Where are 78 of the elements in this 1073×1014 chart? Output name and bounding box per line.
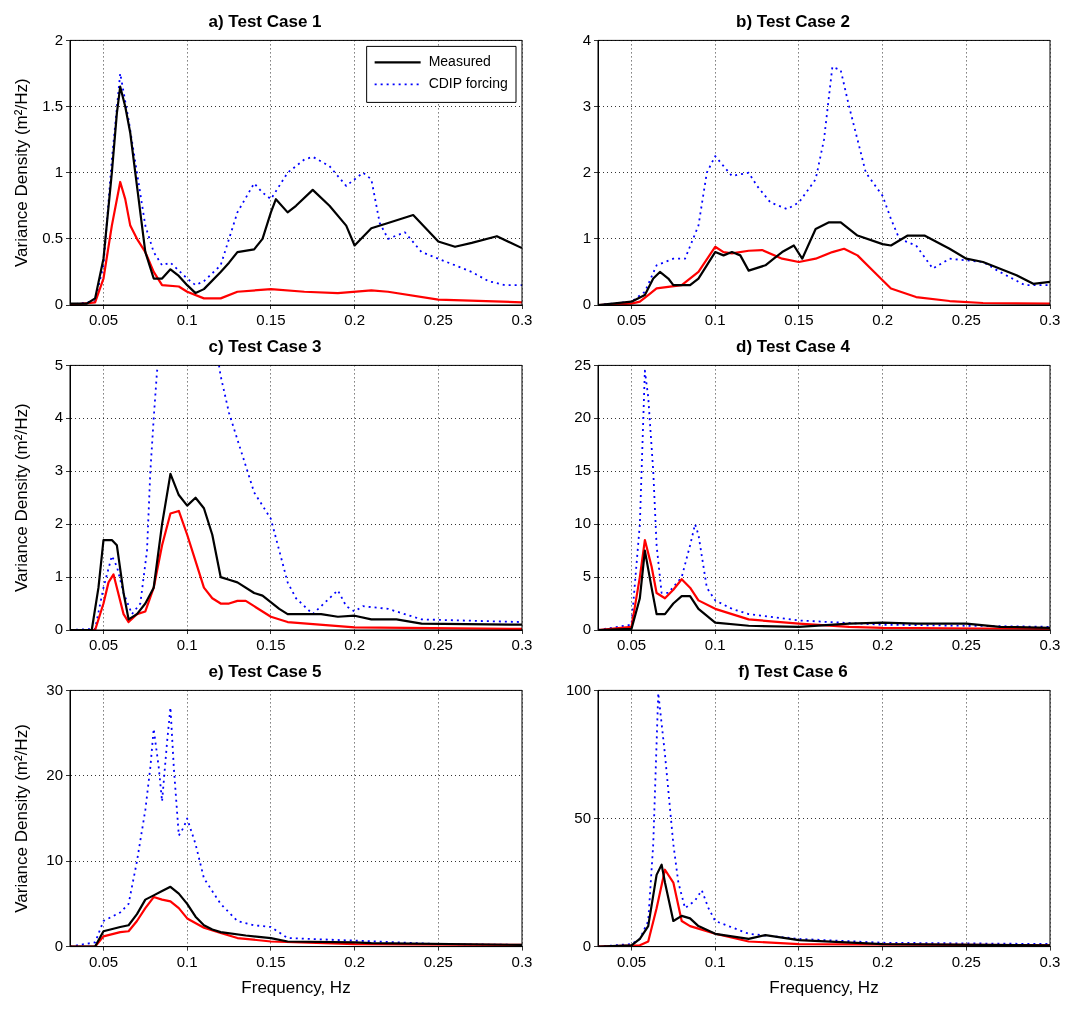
y-tick-label: 0 xyxy=(582,620,591,638)
legend-label: CDIP forcing xyxy=(428,75,508,92)
x-tick-label: 0.25 xyxy=(951,636,981,654)
y-tick-label: 3 xyxy=(582,96,591,114)
x-tick-label: 0.2 xyxy=(872,952,894,970)
y-tick-label: 1.5 xyxy=(42,96,63,114)
x-tick-label: 0.3 xyxy=(1039,311,1061,329)
chart-title: a) Test Case 1 xyxy=(208,11,322,31)
y-tick-label: 0 xyxy=(54,936,63,954)
x-tick-label: 0.25 xyxy=(951,311,981,329)
y-tick-label: 3 xyxy=(54,461,63,479)
x-tick-label: 0.2 xyxy=(344,311,366,329)
y-tick-label: 5 xyxy=(582,567,591,585)
x-tick-label: 0.25 xyxy=(423,952,453,970)
y-tick-label: 2 xyxy=(54,514,63,532)
x-tick-label: 0.2 xyxy=(872,636,894,654)
chart-title: b) Test Case 2 xyxy=(735,11,851,31)
y-axis-title: Variance Density (m²/Hz) xyxy=(11,403,31,593)
chart-title: f) Test Case 6 xyxy=(738,661,848,681)
x-tick-label: 0.05 xyxy=(616,952,647,970)
x-tick-label: 0.15 xyxy=(256,952,286,970)
y-tick-label: 20 xyxy=(574,408,591,426)
x-tick-label: 0.2 xyxy=(872,311,894,329)
x-tick-label: 0.3 xyxy=(511,311,533,329)
x-tick-label: 0.05 xyxy=(616,636,647,654)
x-tick-label: 0.1 xyxy=(704,636,726,654)
y-tick-label: 1 xyxy=(54,162,63,180)
x-tick-label: 0.1 xyxy=(704,952,726,970)
y-tick-label: 100 xyxy=(565,680,591,698)
x-tick-label: 0.05 xyxy=(88,952,119,970)
x-tick-label: 0.05 xyxy=(88,636,119,654)
x-tick-label: 0.3 xyxy=(511,636,533,654)
y-tick-label: 30 xyxy=(46,680,63,698)
chart-title: e) Test Case 5 xyxy=(208,661,322,681)
x-tick-label: 0.2 xyxy=(344,636,366,654)
x-tick-label: 0.3 xyxy=(1039,636,1061,654)
x-tick-label: 0.15 xyxy=(784,952,814,970)
x-tick-label: 0.1 xyxy=(176,636,198,654)
x-tick-label: 0.15 xyxy=(256,636,286,654)
x-tick-label: 0.05 xyxy=(88,311,119,329)
y-tick-label: 0 xyxy=(582,936,591,954)
y-tick-label: 10 xyxy=(46,851,63,869)
y-tick-label: 0 xyxy=(54,620,63,638)
x-tick-label: 0.3 xyxy=(1039,952,1061,970)
y-tick-label: 0 xyxy=(54,295,63,313)
y-tick-label: 25 xyxy=(574,355,591,373)
y-tick-label: 0.5 xyxy=(42,228,63,246)
x-axis-title: Frequency, Hz xyxy=(769,978,879,998)
x-tick-label: 0.2 xyxy=(344,952,366,970)
x-tick-label: 0.15 xyxy=(784,636,814,654)
x-axis-title: Frequency, Hz xyxy=(241,978,351,998)
x-tick-label: 0.3 xyxy=(511,952,533,970)
y-tick-label: 20 xyxy=(46,765,63,783)
y-tick-label: 50 xyxy=(574,808,591,826)
x-tick-label: 0.1 xyxy=(176,311,198,329)
x-tick-label: 0.05 xyxy=(616,311,647,329)
y-tick-label: 1 xyxy=(54,567,63,585)
y-tick-label: 0 xyxy=(582,295,591,313)
y-tick-label: 5 xyxy=(54,355,63,373)
x-tick-label: 0.25 xyxy=(423,311,453,329)
x-tick-label: 0.25 xyxy=(423,636,453,654)
y-axis-title: Variance Density (m²/Hz) xyxy=(11,78,31,268)
y-tick-label: 1 xyxy=(582,228,591,246)
chart-title: d) Test Case 4 xyxy=(735,336,851,356)
x-tick-label: 0.15 xyxy=(256,311,286,329)
y-tick-label: 4 xyxy=(54,408,63,426)
y-tick-label: 10 xyxy=(574,514,591,532)
y-tick-label: 2 xyxy=(54,30,63,48)
chart-title: c) Test Case 3 xyxy=(208,336,322,356)
y-axis-title: Variance Density (m²/Hz) xyxy=(11,724,31,913)
x-tick-label: 0.25 xyxy=(951,952,981,970)
y-tick-label: 15 xyxy=(574,461,591,479)
legend-label: Measured xyxy=(428,53,491,70)
x-tick-label: 0.1 xyxy=(704,311,726,329)
y-tick-label: 4 xyxy=(582,30,591,48)
x-tick-label: 0.1 xyxy=(176,952,198,970)
y-tick-label: 2 xyxy=(582,162,591,180)
x-tick-label: 0.15 xyxy=(784,311,814,329)
